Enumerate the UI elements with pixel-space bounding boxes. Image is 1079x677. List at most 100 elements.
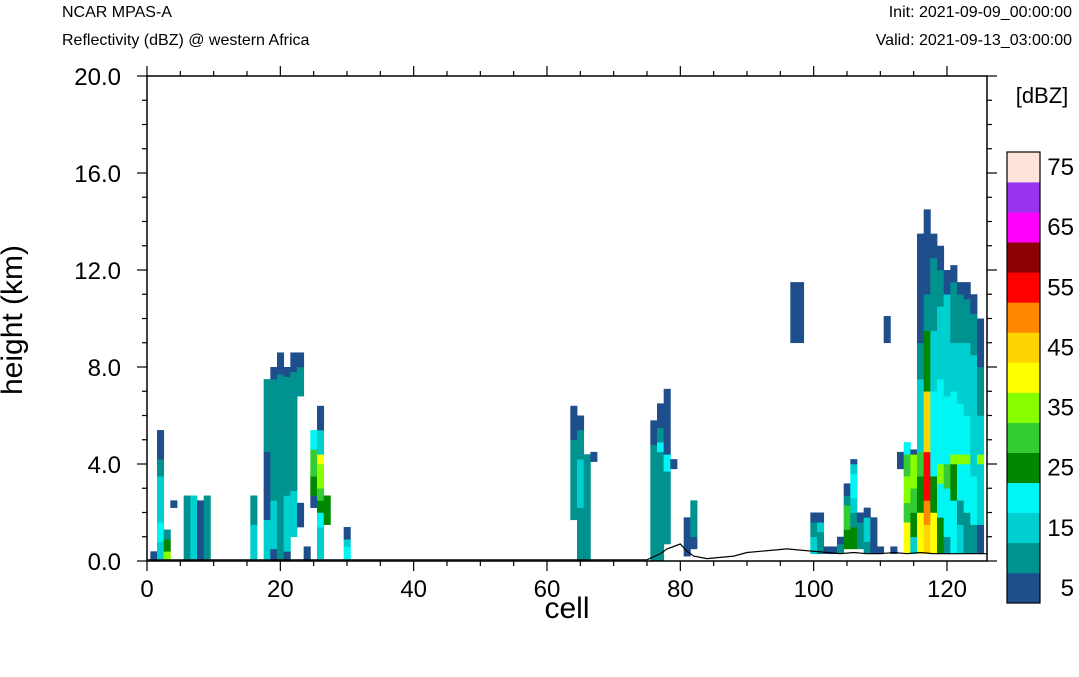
reflectivity-cell-27-0 [323,495,331,525]
colorbar-box-8 [1007,332,1040,363]
reflectivity-cell-108-1 [863,517,871,542]
colorbar-box-2 [1007,512,1040,544]
reflectivity-cell-122-5 [957,342,965,404]
reflectivity-cell-114-1 [903,502,911,523]
reflectivity-cell-106-3 [850,473,858,499]
reflectivity-cell-107-1 [857,512,865,523]
reflectivity-cell-6-0 [183,495,191,562]
reflectivity-cell-30-2 [343,527,351,540]
reflectivity-cell-77-0 [657,488,665,562]
reflectivity-cell-122-4 [957,403,965,455]
reflectivity-cell-105-1 [843,505,851,530]
reflectivity-cell-123-4 [963,342,971,416]
reflectivity-cell-108-0 [863,541,871,555]
colorbar-box-12 [1007,212,1040,243]
reflectivity-cell-123-5 [963,299,971,344]
reflectivity-cell-122-1 [957,500,965,525]
reflectivity-cell-115-0 [910,536,918,555]
reflectivity-cell-67-0 [590,451,598,462]
init-time: Init: 2021-09-09_00:00:00 [889,4,1072,21]
reflectivity-cell-119-5 [937,306,945,380]
reflectivity-cell-64-1 [570,405,578,441]
colorbar-label-45: 45 [1047,334,1074,361]
reflectivity-cell-18-2 [263,379,271,453]
reflectivity-cell-21-0 [283,551,291,562]
reflectivity-cell-100-0 [810,536,818,555]
reflectivity-cell-20-1 [277,427,285,496]
reflectivity-cell-120-3 [943,396,951,465]
reflectivity-cell-26-6 [317,430,325,455]
reflectivity-cell-122-0 [957,524,965,555]
reflectivity-cell-124-6 [970,294,978,314]
reflectivity-cell-117-5 [923,330,931,392]
reflectivity-cell-22-2 [290,371,298,433]
colorbar-label-15: 15 [1047,515,1074,542]
reflectivity-cell-114-3 [903,454,911,477]
reflectivity-cell-124-1 [970,476,978,525]
reflectivity-cell-120-4 [943,342,951,397]
x-tick-label-0: 0 [140,576,153,603]
reflectivity-cell-117-4 [923,391,931,453]
reflectivity-cell-65-1 [577,459,585,508]
reflectivity-cell-105-3 [843,483,851,496]
reflectivity-cell-105-0 [843,529,851,550]
reflectivity-cell-3-2 [163,529,171,540]
reflectivity-cell-77-1 [657,451,665,489]
reflectivity-cell-76-0 [650,444,658,562]
reflectivity-cell-100-1 [810,522,818,538]
reflectivity-cell-23-0 [297,502,305,528]
terrain-profile [147,543,987,561]
reflectivity-cell-101-0 [817,531,825,555]
reflectivity-cell-116-1 [917,476,925,513]
reflectivity-cell-123-2 [963,454,971,465]
reflectivity-cell-8-0 [197,500,205,562]
reflectivity-cell-111-0 [883,316,891,344]
reflectivity-cell-109-0 [870,517,878,555]
reflectivity-cell-98-0 [797,282,805,344]
colorbar-box-11 [1007,242,1040,273]
reflectivity-cell-106-5 [850,459,858,465]
y-tick-label-20.0: 20.0 [74,64,121,91]
reflectivity-cell-24-0 [303,546,311,562]
x-tick-label-80: 80 [667,576,694,603]
reflectivity-cell-123-3 [963,415,971,455]
y-axis-label: height (km) [0,245,29,395]
reflectivity-cell-121-5 [950,282,958,344]
colorbar-box-9 [1007,302,1040,333]
reflectivity-cell-82-1 [690,500,698,538]
reflectivity-cell-23-1 [297,367,305,397]
reflectivity-cell-123-1 [963,464,971,513]
reflectivity-cell-125-0 [977,524,985,555]
colorbar-label-55: 55 [1047,274,1074,301]
reflectivity-cell-117-7 [923,209,931,295]
reflectivity-cell-26-1 [317,512,325,528]
x-axis-label: cell [544,592,589,625]
reflectivity-cell-104-1 [837,536,845,545]
reflectivity-cell-119-4 [937,379,945,428]
colorbar-label-35: 35 [1047,395,1074,422]
colorbar-box-13 [1007,182,1040,213]
reflectivity-cell-3-0 [163,551,171,562]
reflectivity-cell-66-0 [583,454,591,562]
colorbar-label-25: 25 [1047,455,1074,482]
reflectivity-cell-118-6 [930,233,938,259]
reflectivity-cell-115-1 [910,512,918,538]
reflectivity-cell-119-2 [937,464,945,484]
reflectivity-cell-121-1 [950,464,958,501]
reflectivity-cell-16-1 [250,495,258,525]
colorbar-units: [dBZ] [1016,83,1069,108]
reflectivity-cell-118-1 [930,476,938,513]
reflectivity-cell-20-3 [277,352,285,375]
colorbar-label-5: 5 [1061,575,1074,602]
reflectivity-cell-21-2 [283,439,291,496]
x-tick-label-60: 60 [534,576,561,603]
reflectivity-cell-102-0 [823,546,831,555]
reflectivity-cell-30-1 [343,539,351,547]
reflectivity-cell-19-4 [270,367,278,380]
reflectivity-cell-4-0 [170,500,178,508]
reflectivity-cell-76-1 [650,420,658,445]
reflectivity-cell-106-2 [850,497,858,513]
y-tick-labels: 0.0 4.0 8.0 12.0 16.0 20.0 [74,64,121,576]
reflectivity-cell-106-0 [850,527,858,550]
reflectivity-cell-78-2 [663,388,671,455]
